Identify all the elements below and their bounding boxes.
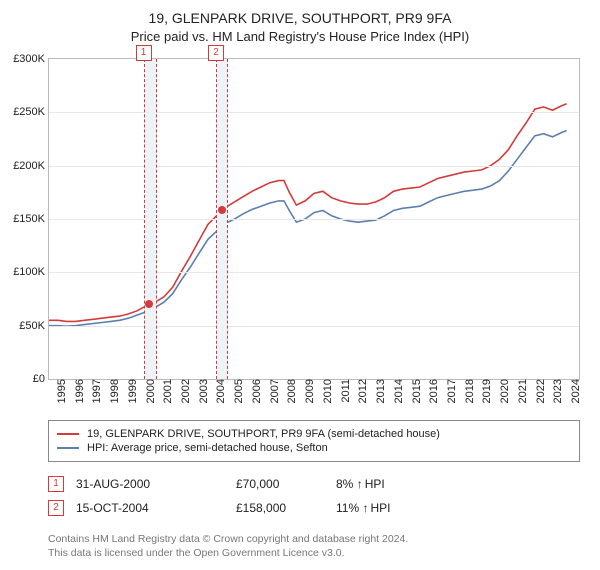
x-axis-label: 2002 — [180, 379, 192, 403]
x-axis-label: 2017 — [446, 379, 458, 403]
page-title: 19, GLENPARK DRIVE, SOUTHPORT, PR9 9FA — [0, 10, 600, 26]
sale-record: 2 15-OCT-2004£158,00011% ↑HPI — [48, 496, 580, 520]
y-axis-label: £250K — [13, 106, 49, 118]
x-axis-label: 1995 — [56, 379, 68, 403]
x-axis-label: 2019 — [481, 379, 493, 403]
sale-band-marker: 2 — [208, 45, 224, 61]
x-axis-label: 1999 — [127, 379, 139, 403]
sale-point — [145, 300, 153, 308]
x-axis-label: 1998 — [109, 379, 121, 403]
footer-line-1: Contains HM Land Registry data © Crown c… — [48, 532, 580, 546]
x-axis-label: 1996 — [74, 379, 86, 403]
legend-label: HPI: Average price, semi-detached house,… — [87, 442, 328, 454]
legend-item: HPI: Average price, semi-detached house,… — [57, 441, 571, 455]
series-price_paid — [49, 104, 567, 322]
y-axis-label: £50K — [19, 320, 49, 332]
sale-delta: 8% ↑HPI — [336, 477, 486, 491]
y-axis-label: £300K — [13, 53, 49, 65]
sale-point — [218, 206, 226, 214]
x-axis-label: 2024 — [570, 379, 582, 403]
legend-label: 19, GLENPARK DRIVE, SOUTHPORT, PR9 9FA (… — [87, 428, 440, 440]
x-axis-label: 1997 — [91, 379, 103, 403]
x-axis-label: 2006 — [251, 379, 263, 403]
x-axis-label: 2000 — [145, 379, 157, 403]
sale-delta: 11% ↑HPI — [336, 501, 486, 515]
x-axis-label: 2011 — [340, 379, 352, 403]
sale-price: £70,000 — [236, 477, 336, 491]
y-axis-label: £0 — [33, 373, 49, 385]
x-axis-label: 2016 — [428, 379, 440, 403]
x-axis-label: 2020 — [499, 379, 511, 403]
x-axis-label: 2018 — [464, 379, 476, 403]
sale-date: 31-AUG-2000 — [76, 477, 236, 491]
sale-marker: 2 — [48, 500, 64, 516]
chart-legend: 19, GLENPARK DRIVE, SOUTHPORT, PR9 9FA (… — [48, 420, 580, 462]
x-axis-label: 2005 — [233, 379, 245, 403]
sale-band-marker: 1 — [136, 45, 152, 61]
x-axis-label: 2014 — [393, 379, 405, 403]
sale-band — [216, 59, 228, 379]
series-hpi — [49, 131, 567, 327]
page-subtitle: Price paid vs. HM Land Registry's House … — [0, 26, 600, 44]
up-arrow-icon: ↑ — [362, 501, 370, 515]
x-axis-label: 2012 — [357, 379, 369, 403]
y-axis-label: £150K — [13, 213, 49, 225]
y-axis-label: £100K — [13, 266, 49, 278]
sale-band — [144, 59, 158, 379]
legend-swatch — [57, 433, 79, 435]
footer-attribution: Contains HM Land Registry data © Crown c… — [48, 532, 580, 560]
sales-table: 1 31-AUG-2000£70,0008% ↑HPI 2 15-OCT-2004£1… — [48, 472, 580, 520]
x-axis-label: 2021 — [517, 379, 529, 403]
sale-record: 1 31-AUG-2000£70,0008% ↑HPI — [48, 472, 580, 496]
x-axis-label: 2007 — [269, 379, 281, 403]
x-axis-label: 2010 — [322, 379, 334, 403]
x-axis-label: 2023 — [552, 379, 564, 403]
x-axis-label: 2008 — [286, 379, 298, 403]
x-axis-label: 2013 — [375, 379, 387, 403]
footer-line-2: This data is licensed under the Open Gov… — [48, 546, 580, 560]
x-axis-label: 2001 — [162, 379, 174, 403]
price-chart: £0£50K£100K£150K£200K£250K£300K199519961… — [48, 58, 580, 380]
x-axis-label: 2022 — [535, 379, 547, 403]
sale-marker: 1 — [48, 476, 64, 492]
sale-price: £158,000 — [236, 501, 336, 515]
legend-item: 19, GLENPARK DRIVE, SOUTHPORT, PR9 9FA (… — [57, 427, 571, 441]
x-axis-label: 2009 — [304, 379, 316, 403]
x-axis-label: 2004 — [215, 379, 227, 403]
x-axis-label: 2015 — [411, 379, 423, 403]
y-axis-label: £200K — [13, 160, 49, 172]
sale-date: 15-OCT-2004 — [76, 501, 236, 515]
up-arrow-icon: ↑ — [357, 477, 365, 491]
legend-swatch — [57, 447, 79, 449]
x-axis-label: 2003 — [198, 379, 210, 403]
